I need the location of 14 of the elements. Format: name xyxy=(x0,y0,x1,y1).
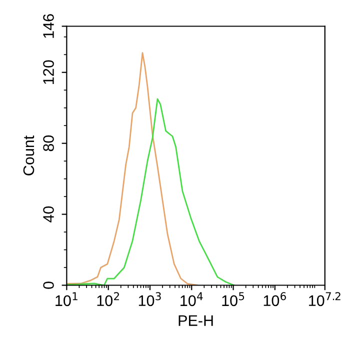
y-axis-title: Count xyxy=(23,135,34,176)
x-tick-label: 10$^{2}$ xyxy=(97,292,119,306)
x-tick-label: 10$^{7.2}$ xyxy=(309,292,340,306)
y-tick-label: 120 xyxy=(43,60,54,84)
y-tick-label: 40 xyxy=(43,206,54,222)
x-tick-label: 10$^{3}$ xyxy=(138,292,161,306)
x-tick-label: 10$^{6}$ xyxy=(264,292,286,306)
x-tick-label: 10$^{5}$ xyxy=(222,292,244,306)
x-axis-title: PE-H xyxy=(178,315,213,326)
y-tick-label: 0 xyxy=(43,282,54,289)
x-tick-label: 10$^{4}$ xyxy=(180,292,203,306)
y-tick-label: 80 xyxy=(43,135,54,152)
x-tick-label: 10$^{1}$ xyxy=(56,292,78,306)
y-tick-label: 146 xyxy=(43,14,54,38)
